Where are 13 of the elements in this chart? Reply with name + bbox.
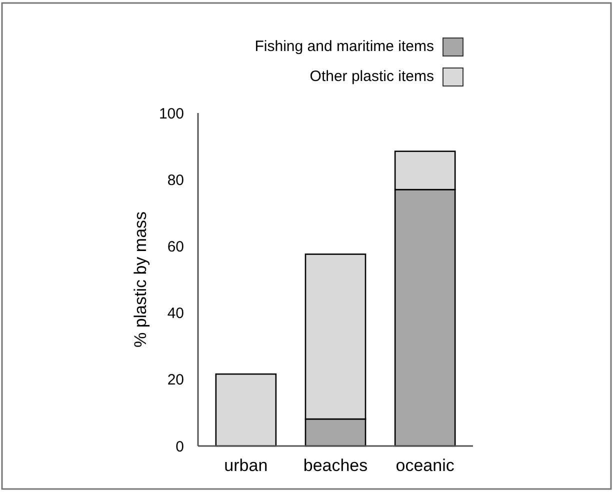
y-tick-label: 80	[167, 172, 184, 189]
y-tick-label: 40	[167, 305, 184, 322]
y-tick-label: 20	[167, 372, 184, 389]
x-tick-label: urban	[224, 456, 268, 475]
y-tick-label: 100	[158, 105, 184, 122]
bar	[215, 373, 277, 447]
y-tick-label: 60	[167, 238, 184, 256]
legend-label: Fishing and maritime items	[254, 38, 434, 55]
y-tick-label: 0	[176, 438, 184, 456]
y-axis-title: % plastic by mass	[130, 211, 150, 348]
x-tick-label: oceanic	[396, 456, 455, 475]
x-tick-label: beaches	[303, 456, 368, 475]
legend-label: Other plastic items	[310, 68, 434, 85]
